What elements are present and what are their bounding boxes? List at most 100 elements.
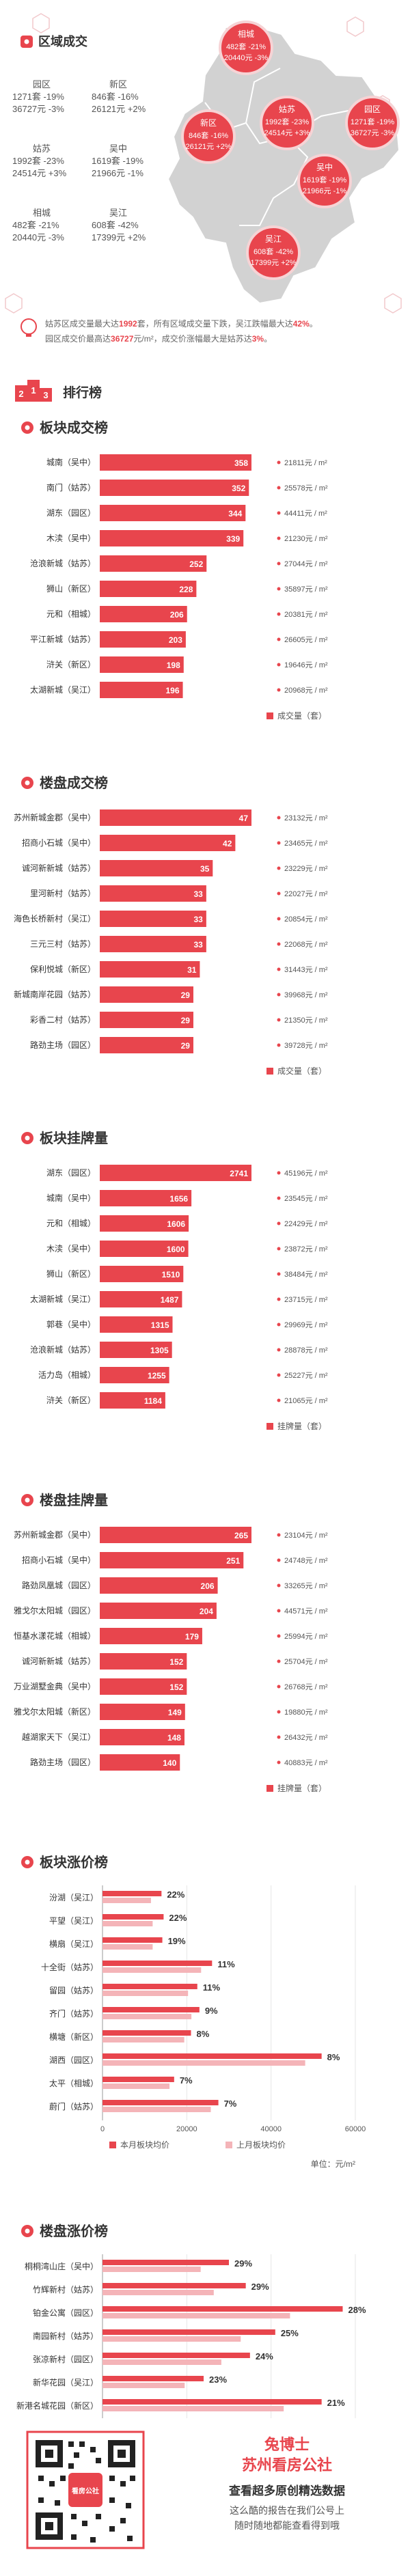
bar: [100, 1291, 182, 1307]
svg-text:17399元 +2%: 17399元 +2%: [92, 232, 146, 243]
x-tick-label: 60000: [345, 2125, 366, 2133]
bar: [100, 1678, 187, 1695]
district-stats-table: 园区 1271套 -19% 36727元 -3% 新区 846套 -16% 26…: [12, 79, 146, 243]
svg-text:吴中: 吴中: [316, 162, 333, 172]
category-label: 城南（吴中）: [46, 1193, 96, 1203]
footer-desc2: 随时随地都能查看得到哦: [234, 2520, 340, 2531]
price-dot: [277, 942, 281, 946]
svg-text:26121元 +2%: 26121元 +2%: [92, 104, 146, 114]
rank-title: 排行榜: [63, 385, 102, 400]
legend-swatch-previous: [226, 2142, 232, 2148]
bar: [100, 885, 206, 902]
bar: [100, 1215, 189, 1232]
svg-text:21966元 -1%: 21966元 -1%: [92, 168, 144, 178]
price-label: 23545元 / m²: [284, 1195, 328, 1203]
category-label: 太平（相城）: [49, 2078, 98, 2088]
bar-current: [102, 2376, 204, 2381]
lightbulb-icon: [20, 318, 37, 335]
price-dot: [277, 993, 281, 997]
map-circle-wuzhong: 吴中 1619套 -19% 21966元 -1%: [297, 154, 352, 208]
chart-title: 板块涨价榜: [40, 1854, 108, 1870]
category-label: 狮山（新区）: [46, 1269, 96, 1279]
price-dot: [277, 1533, 281, 1537]
bar-current: [102, 1984, 197, 1989]
price-label: 26605元 / m²: [284, 636, 328, 644]
price-label: 22068元 / m²: [284, 941, 328, 949]
price-dot: [277, 1609, 281, 1613]
bar-previous: [102, 1991, 189, 1996]
map-circle-xinqu: 新区 846套 -16% 26121元 +2%: [181, 109, 236, 164]
rate-label: 19%: [168, 1936, 186, 1946]
rate-label: 8%: [327, 2052, 340, 2062]
svg-text:36727元 -3%: 36727元 -3%: [351, 129, 394, 137]
svg-text:17399元 +2%: 17399元 +2%: [251, 259, 297, 267]
bar: [100, 606, 187, 622]
svg-text:1271套 -19%: 1271套 -19%: [12, 92, 64, 102]
value-label: 1510: [162, 1270, 180, 1279]
bar-previous: [102, 2107, 211, 2112]
price-label: 23872元 / m²: [284, 1245, 328, 1254]
category-label: 平江新城（姑苏）: [30, 634, 96, 644]
value-label: 2741: [230, 1169, 248, 1178]
category-label: 张凉新村（园区）: [33, 2354, 98, 2364]
price-dot: [277, 1196, 281, 1200]
category-label: 南园新村（姑苏）: [33, 2331, 98, 2341]
legend-label-previous: 上月板块均价: [236, 2140, 286, 2150]
svg-text:24514元 +3%: 24514元 +3%: [264, 129, 310, 137]
bar: [100, 1729, 184, 1745]
bar: [100, 1190, 192, 1206]
rank-header: 2 1 3 排行榜: [15, 380, 102, 402]
bar: [100, 1754, 180, 1771]
rate-label: 29%: [251, 2282, 269, 2292]
price-label: 20381元 / m²: [284, 611, 328, 619]
category-label: 雅戈尔太阳城（园区）: [14, 1605, 96, 1616]
value-label: 179: [185, 1632, 199, 1642]
price-label: 25704元 / m²: [284, 1658, 328, 1666]
price-label: 21350元 / m²: [284, 1016, 328, 1025]
value-label: 252: [189, 559, 203, 569]
category-label: 竹辉新村（姑苏）: [33, 2284, 98, 2295]
price-label: 29969元 / m²: [284, 1321, 328, 1329]
svg-text:新区: 新区: [200, 117, 217, 128]
category-label: 太湖新城（吴江）: [30, 1294, 96, 1304]
category-label: 元和（相城）: [46, 1219, 96, 1228]
rate-label: 7%: [224, 2099, 237, 2109]
price-dot: [277, 460, 281, 465]
category-label: 新华花园（吴江）: [33, 2377, 98, 2387]
price-dot: [277, 1558, 281, 1562]
legend-swatch: [266, 1068, 273, 1075]
svg-text:相城: 相城: [33, 208, 51, 218]
bar-current: [102, 2053, 322, 2059]
category-label: 留园（姑苏）: [49, 1986, 98, 1995]
value-label: 29: [181, 991, 191, 1000]
svg-text:1992套 -23%: 1992套 -23%: [12, 156, 64, 166]
bar-previous: [102, 2014, 192, 2019]
qr-code[interactable]: 看房公社: [26, 2430, 145, 2549]
svg-text:21966元 -1%: 21966元 -1%: [303, 187, 346, 195]
bar-previous: [102, 2406, 284, 2411]
bar-previous: [102, 2060, 305, 2066]
value-label: 149: [168, 1708, 182, 1717]
rate-label: 24%: [256, 2351, 273, 2362]
bar: [100, 1266, 184, 1282]
rate-label: 11%: [203, 1982, 221, 1993]
legend-swatch: [266, 1785, 273, 1792]
value-label: 152: [169, 1682, 183, 1692]
stat-wuzhong: 吴中 1619套 -19% 21966元 -1%: [92, 143, 144, 178]
price-label: 21811元 / m²: [284, 459, 327, 467]
value-label: 152: [169, 1657, 183, 1667]
category-label: 太湖新城（吴江）: [30, 684, 96, 695]
bar-current: [102, 2007, 200, 2012]
chart-title: 楼盘成交榜: [40, 775, 108, 791]
svg-text:608套 -42%: 608套 -42%: [254, 247, 293, 256]
bar-previous: [102, 2383, 185, 2388]
price-dot: [277, 1735, 281, 1739]
category-label: 活力岛（相城）: [38, 1370, 96, 1380]
footer-brand: 兔博士: [264, 2436, 310, 2453]
category-label: 里河新村（姑苏）: [30, 888, 96, 898]
category-label: 蔚门（姑苏）: [49, 2101, 98, 2111]
value-label: 352: [232, 484, 245, 493]
category-label: 浒关（新区）: [46, 1395, 96, 1405]
